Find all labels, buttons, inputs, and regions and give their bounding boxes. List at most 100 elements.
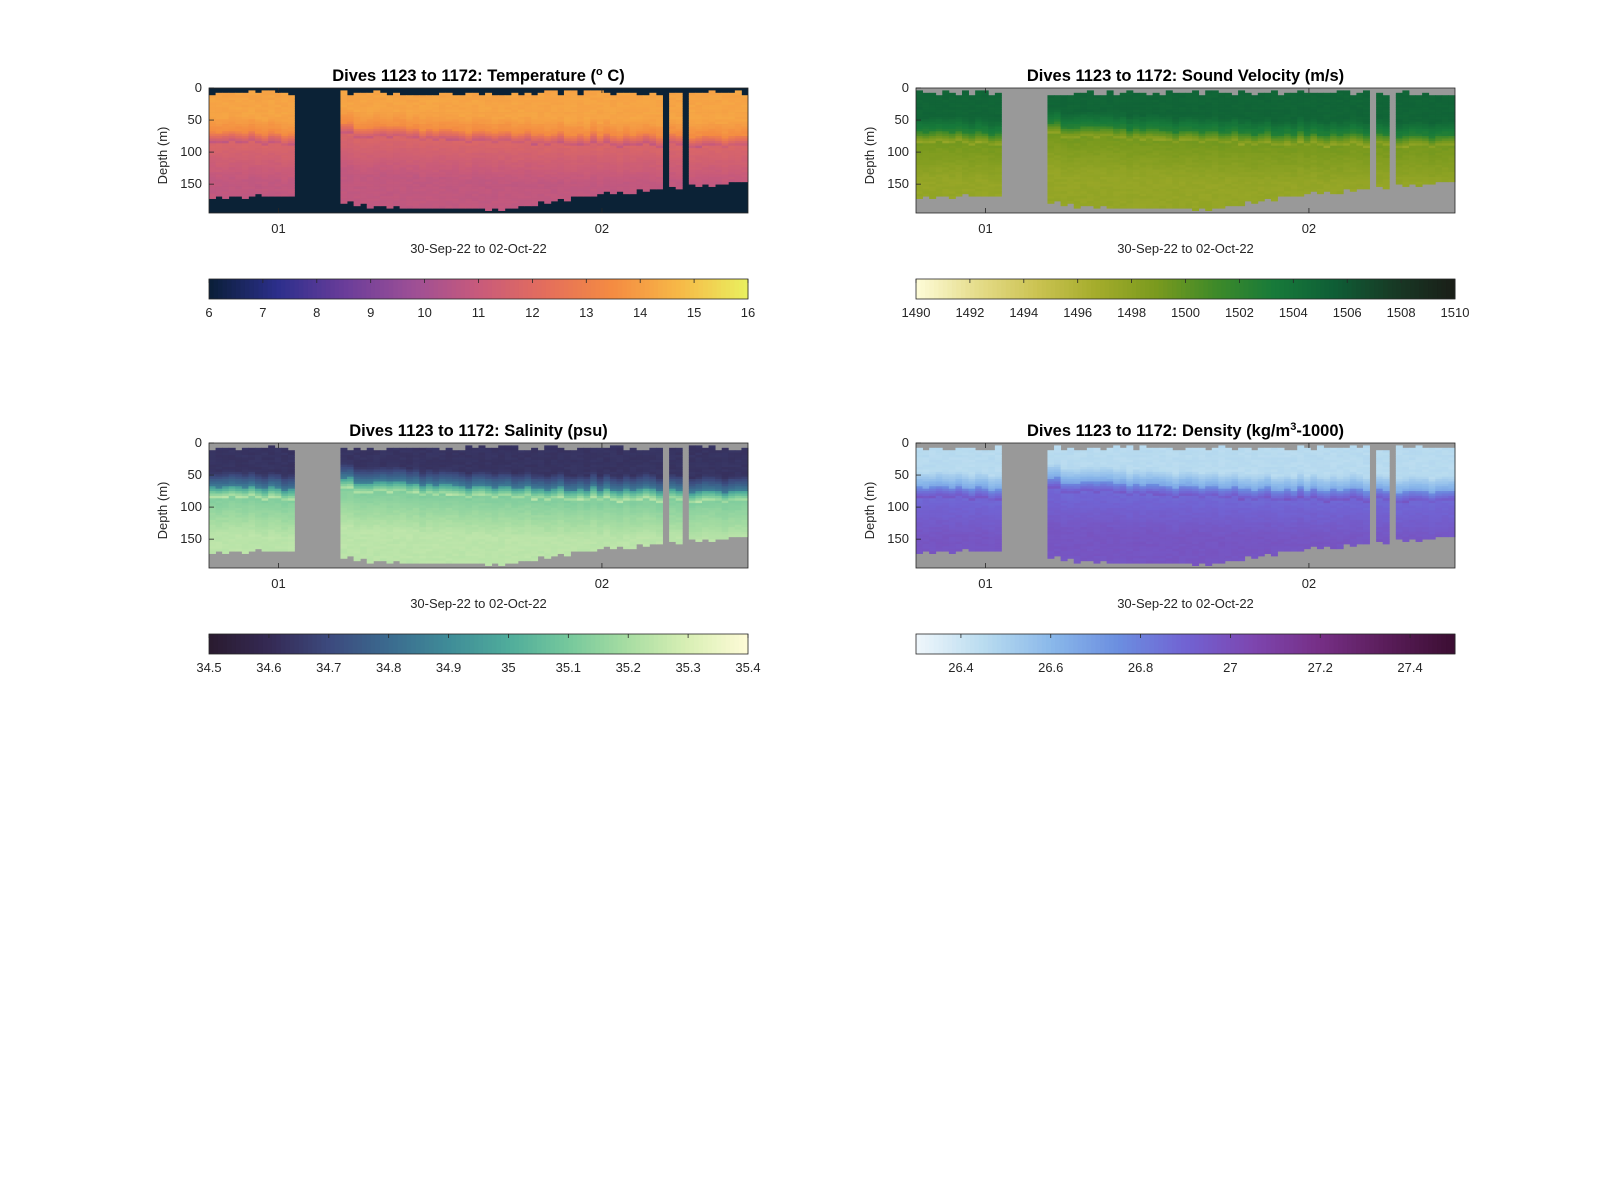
heatmap-cell: [623, 188, 631, 192]
heatmap-cell: [1152, 92, 1160, 96]
heatmap-cell: [373, 184, 381, 187]
heatmap-cell: [347, 119, 355, 123]
colorbar-segment: [590, 279, 596, 299]
heatmap-cell: [642, 124, 650, 127]
heatmap-cell: [1146, 155, 1154, 159]
heatmap-cell: [935, 109, 943, 113]
heatmap-cell: [994, 164, 1002, 168]
heatmap-cell: [1178, 126, 1186, 130]
heatmap-cell: [524, 196, 532, 199]
heatmap-cell: [577, 191, 585, 195]
heatmap-cell: [419, 205, 427, 209]
heatmap-cell: [353, 162, 361, 166]
heatmap-cell: [353, 138, 361, 142]
heatmap-cell: [557, 188, 565, 192]
heatmap-cell: [981, 145, 989, 149]
colorbar-segment: [694, 279, 700, 299]
heatmap-cell: [1060, 124, 1068, 127]
heatmap-cell: [1185, 196, 1193, 199]
heatmap-cell: [715, 109, 723, 113]
heatmap-cell: [708, 116, 716, 120]
heatmap-cell: [563, 188, 571, 192]
heatmap-cell: [537, 102, 545, 106]
heatmap-cell: [948, 148, 956, 151]
heatmap-cell: [616, 116, 624, 120]
heatmap-cell: [1165, 184, 1173, 187]
heatmap-cell: [1178, 179, 1186, 183]
heatmap-cell: [688, 124, 696, 127]
heatmap-cell: [517, 116, 525, 120]
heatmap-cell: [537, 92, 545, 96]
heatmap-cell: [511, 172, 519, 175]
heatmap-cell: [268, 138, 276, 142]
heatmap-cell: [708, 126, 716, 130]
heatmap-cell: [471, 133, 479, 137]
heatmap-cell: [353, 200, 361, 204]
heatmap-cell: [609, 174, 617, 178]
heatmap-cell: [366, 157, 374, 161]
heatmap-cell: [366, 188, 374, 192]
heatmap-cell: [1106, 102, 1114, 106]
heatmap-cell: [366, 193, 374, 197]
heatmap-cell: [445, 136, 453, 139]
heatmap-cell: [675, 152, 683, 156]
heatmap-cell: [465, 172, 473, 175]
heatmap-cell: [498, 208, 506, 211]
heatmap-cell: [1106, 191, 1114, 195]
colorbar-segment: [226, 279, 232, 299]
heatmap-cell: [688, 160, 696, 163]
heatmap-cell: [274, 112, 282, 115]
heatmap-cell: [942, 97, 950, 101]
heatmap-cell: [1073, 112, 1081, 115]
heatmap-cell: [1165, 176, 1173, 180]
heatmap-cell: [1165, 148, 1173, 151]
heatmap-cell: [215, 102, 223, 106]
heatmap-cell: [465, 205, 473, 209]
heatmap-cell: [458, 140, 466, 144]
heatmap-cell: [570, 150, 578, 154]
heatmap-cell: [1165, 131, 1173, 135]
heatmap-cell: [222, 116, 230, 120]
heatmap-cell: [222, 126, 230, 130]
heatmap-cell: [975, 126, 983, 130]
heatmap-cell: [629, 188, 637, 192]
heatmap-cell: [274, 138, 282, 142]
heatmap-cell: [1178, 128, 1186, 132]
heatmap-cell: [1172, 136, 1180, 139]
heatmap-cell: [386, 200, 394, 204]
heatmap-cell: [1172, 164, 1180, 168]
heatmap-cell: [1067, 104, 1075, 108]
heatmap-cell: [248, 107, 256, 111]
heatmap-cell: [347, 160, 355, 163]
heatmap-cell: [583, 169, 591, 173]
heatmap-cell: [994, 155, 1002, 159]
heatmap-cell: [445, 114, 453, 118]
heatmap-cell: [715, 92, 723, 96]
heatmap-cell: [734, 150, 742, 154]
heatmap-cell: [550, 90, 558, 94]
heatmap-cell: [1178, 205, 1186, 209]
heatmap-cell: [425, 104, 433, 108]
heatmap-cell: [491, 155, 499, 159]
heatmap-cell: [340, 124, 348, 127]
heatmap-cell: [975, 112, 983, 115]
heatmap-cell: [465, 107, 473, 111]
heatmap-cell: [379, 186, 387, 190]
heatmap-cell: [590, 97, 598, 101]
heatmap-cell: [583, 116, 591, 120]
heatmap-cell: [935, 188, 943, 192]
heatmap-cell: [1185, 107, 1193, 111]
heatmap-cell: [1132, 148, 1140, 151]
heatmap-cell: [412, 186, 420, 190]
heatmap-cell: [1054, 179, 1062, 183]
heatmap-cell: [701, 155, 709, 159]
heatmap-cell: [248, 100, 256, 103]
heatmap-cell: [550, 131, 558, 135]
heatmap-cell: [399, 131, 407, 135]
heatmap-cell: [1093, 138, 1101, 142]
heatmap-cell: [1060, 155, 1068, 159]
heatmap-cell: [399, 140, 407, 144]
heatmap-cell: [975, 128, 983, 132]
heatmap-cell: [241, 186, 249, 190]
heatmap-cell: [948, 109, 956, 113]
